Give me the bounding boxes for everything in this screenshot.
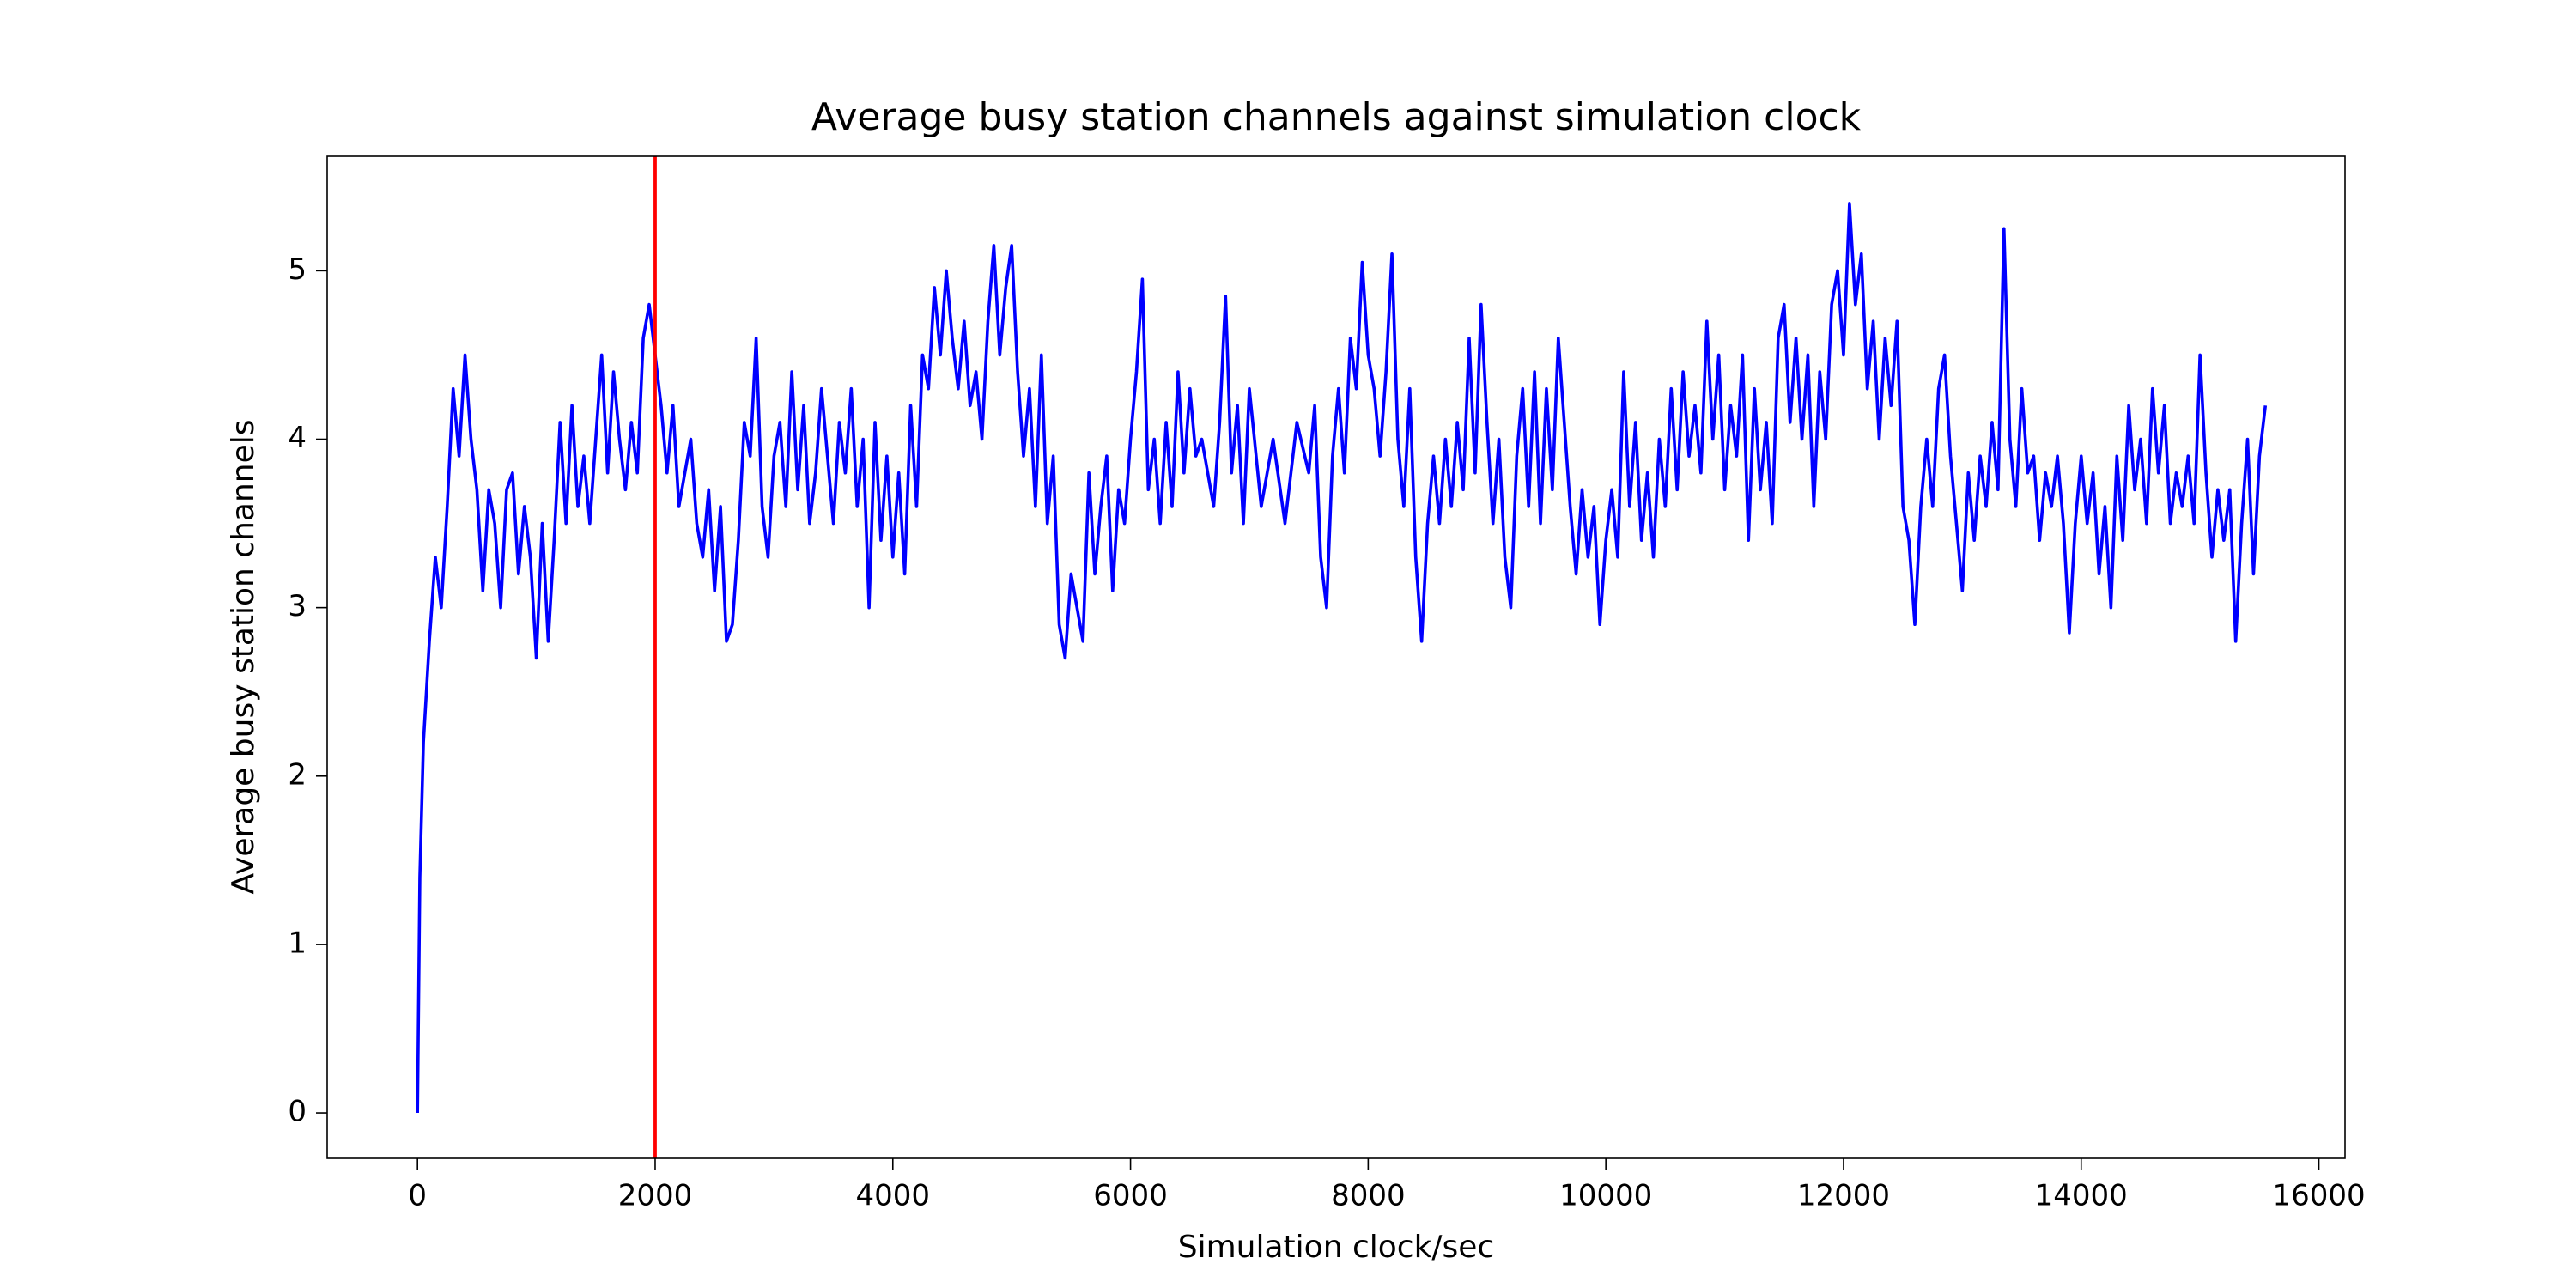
x-tick-label: 10000 xyxy=(1559,1179,1652,1213)
x-tick-label: 2000 xyxy=(618,1179,693,1213)
x-tick-label: 0 xyxy=(408,1179,427,1213)
y-tick-label: 2 xyxy=(288,757,307,792)
y-axis-label: Average busy station channels xyxy=(226,420,261,895)
chart-title: Average busy station channels against si… xyxy=(811,95,1862,139)
x-tick-label: 12000 xyxy=(1797,1179,1890,1213)
y-tick-label: 5 xyxy=(288,252,307,287)
x-tick-label: 6000 xyxy=(1093,1179,1168,1213)
x-tick-label: 4000 xyxy=(856,1179,931,1213)
y-tick-label: 3 xyxy=(288,589,307,623)
x-axis-label: Simulation clock/sec xyxy=(1178,1230,1495,1265)
x-tick-label: 16000 xyxy=(2272,1179,2365,1213)
y-tick-label: 4 xyxy=(288,421,307,455)
x-tick-label: 8000 xyxy=(1331,1179,1406,1213)
data-line xyxy=(416,202,2268,1114)
y-tick-label: 1 xyxy=(288,926,307,960)
x-tick-label: 14000 xyxy=(2035,1179,2128,1213)
y-tick-label: 0 xyxy=(288,1095,307,1129)
plot-frame xyxy=(326,155,2346,1159)
